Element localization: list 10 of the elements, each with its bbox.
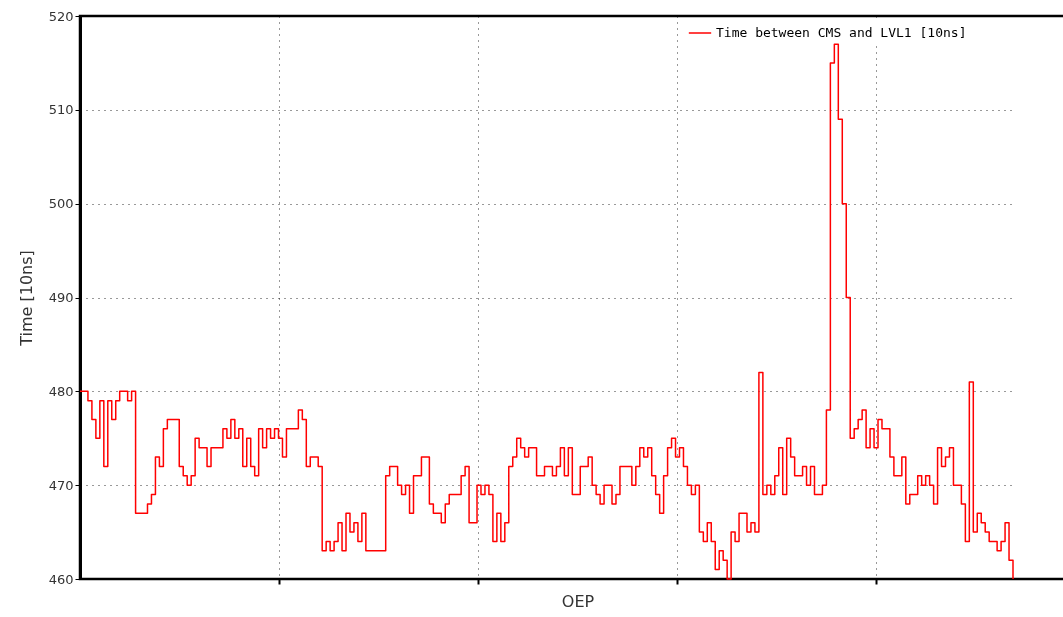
y-tick-label: 490 — [48, 290, 74, 305]
y-axis-title: Time [10ns] — [16, 250, 36, 347]
y-tick-label: 510 — [48, 102, 74, 118]
y-tick-label: 500 — [48, 196, 74, 212]
legend-label: Time between CMS and LVL1 [10ns] — [716, 25, 967, 40]
y-tick-label: 520 — [48, 8, 74, 24]
y-tick-label: 460 — [48, 571, 74, 587]
y-tick-label: 480 — [48, 383, 74, 399]
y-tick-label: 470 — [48, 477, 74, 493]
x-axis-title: OEP — [561, 591, 595, 611]
